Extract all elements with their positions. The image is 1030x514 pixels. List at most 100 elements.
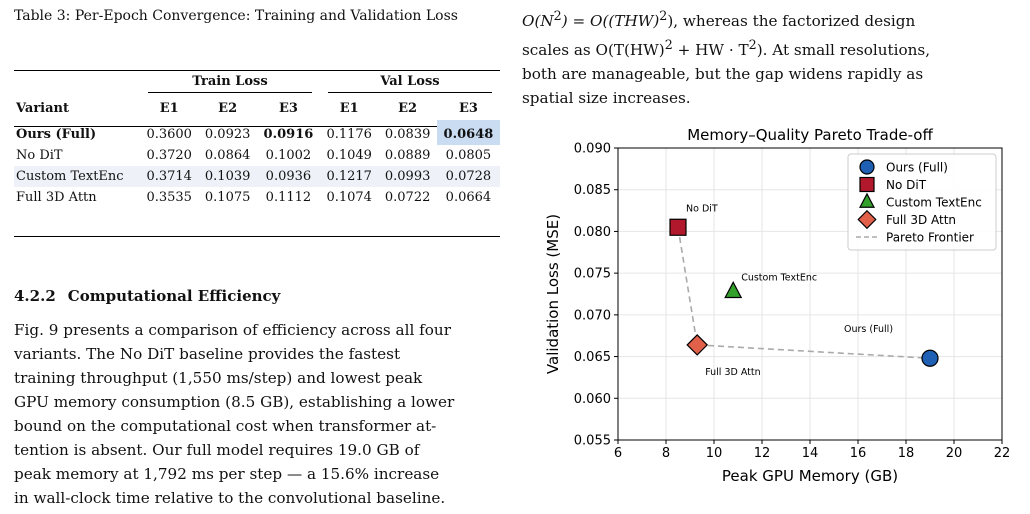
- y-tick-label: 0.080: [574, 225, 611, 240]
- paragraph-line: both are manageable, but the gap widens …: [522, 65, 924, 84]
- table-cell: Ours (Full): [16, 127, 97, 142]
- table-row: Ours (Full) 0.3600 0.0923 0.0916 0.1176 …: [14, 120, 500, 145]
- table-group-header-row: Train Loss Val Loss: [14, 70, 500, 96]
- table-cell: 0.0889: [384, 148, 431, 163]
- column-header: E3: [278, 100, 298, 116]
- table-cell: 0.0805: [445, 148, 492, 163]
- y-axis-label: Validation Loss (MSE): [544, 214, 562, 374]
- legend-marker: [859, 159, 875, 175]
- table-cell: 0.3714: [140, 166, 199, 187]
- table-cell: Custom TextEnc: [14, 166, 140, 187]
- chart-title: Memory–Quality Pareto Trade-off: [687, 126, 933, 144]
- legend-label: No DiT: [886, 178, 927, 192]
- right-paragraph: O(N2) = O((THW)2), whereas the factorize…: [522, 4, 1018, 110]
- y-tick-label: 0.065: [574, 350, 611, 365]
- table-cell: 0.0722: [384, 190, 431, 205]
- y-tick-label: 0.085: [574, 183, 611, 198]
- table-cell: 0.0916: [263, 127, 314, 142]
- table-caption: Table 3: Per-Epoch Convergence: Training…: [14, 8, 458, 24]
- column-header: E2: [398, 100, 418, 116]
- column-header: E2: [218, 100, 238, 116]
- point-label: Full 3D Attn: [705, 367, 760, 378]
- data-point: [669, 218, 687, 236]
- pareto-scatter-chart: 6 8 10 12 14 16 18 20 22 0.055 0.060 0.065 0.070 0.07…: [544, 126, 1011, 485]
- table-row: No DiT 0.3720 0.0864 0.1002 0.1049 0.088…: [14, 145, 500, 166]
- results-table: Train Loss Val Loss Variant E1 E2 E3 E1 …: [14, 70, 500, 208]
- point-label: Custom TextEnc: [741, 272, 817, 283]
- table-cell: 0.0728: [436, 166, 500, 187]
- x-axis-label: Peak GPU Memory (GB): [722, 467, 898, 485]
- paragraph-line: bound on the computational cost when tra…: [14, 417, 437, 435]
- y-tick-label: 0.090: [574, 142, 611, 157]
- train-loss-header: Train Loss: [140, 70, 320, 96]
- section-number: 4.2.2: [14, 287, 56, 305]
- column-header: Variant: [16, 100, 69, 116]
- body-paragraph: Fig. 9 presents a comparison of efficien…: [14, 318, 500, 510]
- table-cell: 0.3600: [146, 127, 192, 142]
- table-row: Full 3D Attn 0.3535 0.1075 0.1112 0.1074…: [14, 187, 500, 208]
- table-cell: 0.0864: [204, 148, 251, 163]
- x-tick-label: 8: [662, 446, 670, 461]
- legend-marker: [859, 176, 875, 193]
- table-cell: 0.1176: [326, 127, 372, 142]
- point-label: No DiT: [686, 203, 718, 214]
- table-top-rule: [14, 70, 500, 71]
- pareto-frontier-line: [677, 227, 931, 360]
- table-cell: 0.1074: [326, 190, 372, 205]
- data-point: [724, 281, 743, 299]
- legend-marker: [857, 209, 877, 230]
- section-heading: 4.2.2 Computational Efficiency: [14, 287, 280, 305]
- data-point: [921, 349, 939, 367]
- table-cell: 0.3535: [146, 190, 192, 205]
- legend-label: Pareto Frontier: [886, 231, 974, 245]
- x-tick-label: 12: [754, 446, 771, 461]
- paragraph-line: Fig. 9 presents a comparison of efficien…: [14, 321, 451, 339]
- table-cell: No DiT: [16, 148, 63, 163]
- paragraph-line: tention is absent. Our full model requir…: [14, 441, 420, 459]
- legend-label: Ours (Full): [886, 161, 948, 175]
- x-tick-label: 6: [614, 446, 622, 461]
- paragraph-line: spatial size increases.: [522, 89, 691, 108]
- table-cell: 0.0664: [445, 190, 492, 205]
- table-cell: 0.1075: [204, 190, 251, 205]
- table-bottom-rule: [14, 236, 500, 237]
- x-tick-label: 14: [802, 446, 819, 461]
- x-tick-label: 20: [946, 446, 963, 461]
- column-header: E1: [339, 100, 359, 116]
- legend-box: [847, 153, 997, 251]
- y-tick-label: 0.075: [574, 267, 611, 282]
- table-cell: 0.1217: [319, 166, 379, 187]
- table-cell: 0.1049: [326, 148, 372, 163]
- y-tick-label: 0.060: [574, 392, 611, 407]
- table-column-header-row: Variant E1 E2 E3 E1 E2 E3: [14, 96, 500, 120]
- legend-label: Full 3D Attn: [886, 213, 956, 227]
- table-cell: 0.0923: [204, 127, 251, 142]
- legend-marker: [859, 192, 875, 208]
- column-header: E3: [458, 100, 478, 116]
- val-loss-header: Val Loss: [320, 70, 500, 96]
- table-cell: 0.1002: [265, 148, 312, 163]
- section-title: Computational Efficiency: [67, 287, 281, 305]
- table-cell: Full 3D Attn: [16, 190, 97, 205]
- y-tick-label: 0.055: [574, 434, 611, 449]
- x-tick-label: 10: [706, 446, 723, 461]
- legend-label: Custom TextEnc: [886, 196, 982, 210]
- table-cell: 0.0839: [384, 127, 431, 142]
- paragraph-line: scales as O(T(HW)2 + HW · T2). At small …: [522, 37, 931, 60]
- paragraph-line: training throughput (1,550 ms/step) and …: [14, 369, 423, 387]
- x-tick-label: 16: [850, 446, 867, 461]
- table-header-rule: [14, 126, 500, 127]
- table-cell: 0.1112: [265, 190, 312, 205]
- table-cell: 0.0993: [378, 166, 437, 187]
- point-label: Ours (Full): [844, 324, 893, 335]
- x-tick-label: 18: [898, 446, 915, 461]
- x-tick-label: 22: [994, 446, 1011, 461]
- table-cell: 0.3720: [146, 148, 192, 163]
- data-point: [686, 334, 709, 356]
- paragraph-line: in wall-clock time relative to the convo…: [14, 489, 446, 507]
- column-header: E1: [159, 100, 179, 116]
- y-tick-label: 0.070: [574, 308, 611, 323]
- table-cell: 0.0936: [256, 166, 320, 187]
- paragraph-line: variants. The No DiT baseline provides t…: [14, 345, 401, 363]
- table-cell: 0.0648: [436, 120, 500, 145]
